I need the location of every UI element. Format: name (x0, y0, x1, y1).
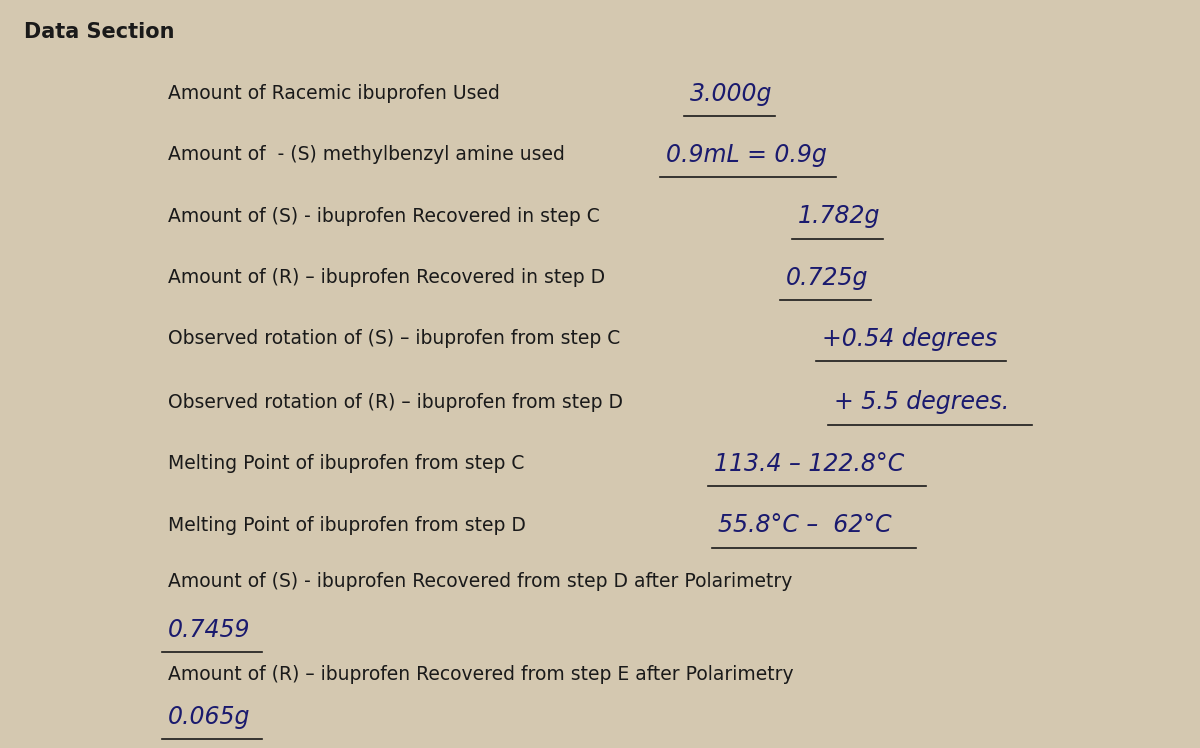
Text: Amount of  - (S) methylbenzyl amine used: Amount of - (S) methylbenzyl amine used (168, 145, 565, 165)
Text: 1.782g: 1.782g (798, 204, 881, 228)
Text: 0.7459: 0.7459 (168, 618, 251, 642)
Text: + 5.5 degrees.: + 5.5 degrees. (834, 390, 1009, 414)
Text: Observed rotation of (S) – ibuprofen from step C: Observed rotation of (S) – ibuprofen fro… (168, 329, 620, 349)
Text: Amount of (S) - ibuprofen Recovered in step C: Amount of (S) - ibuprofen Recovered in s… (168, 206, 600, 226)
Text: Amount of (R) – ibuprofen Recovered in step D: Amount of (R) – ibuprofen Recovered in s… (168, 268, 605, 287)
Text: 113.4 – 122.8°C: 113.4 – 122.8°C (714, 452, 905, 476)
Text: Amount of (S) - ibuprofen Recovered from step D after Polarimetry: Amount of (S) - ibuprofen Recovered from… (168, 572, 792, 592)
Text: 55.8°C –  62°C: 55.8°C – 62°C (718, 513, 892, 537)
Text: 3.000g: 3.000g (690, 82, 773, 105)
Text: 0.065g: 0.065g (168, 705, 251, 729)
Text: Amount of (R) – ibuprofen Recovered from step E after Polarimetry: Amount of (R) – ibuprofen Recovered from… (168, 665, 793, 684)
Text: +0.54 degrees: +0.54 degrees (822, 327, 997, 351)
Text: Observed rotation of (R) – ibuprofen from step D: Observed rotation of (R) – ibuprofen fro… (168, 393, 623, 412)
Text: Melting Point of ibuprofen from step D: Melting Point of ibuprofen from step D (168, 515, 526, 535)
Text: 0.725g: 0.725g (786, 266, 869, 289)
Text: Melting Point of ibuprofen from step C: Melting Point of ibuprofen from step C (168, 454, 524, 473)
Text: Data Section: Data Section (24, 22, 174, 43)
Text: 0.9mL = 0.9g: 0.9mL = 0.9g (666, 143, 827, 167)
Text: Amount of Racemic ibuprofen Used: Amount of Racemic ibuprofen Used (168, 84, 500, 103)
